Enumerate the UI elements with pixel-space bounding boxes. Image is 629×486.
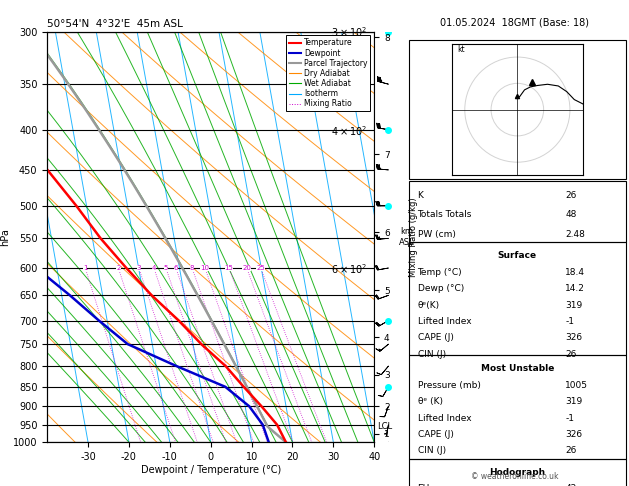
Text: 319: 319 — [565, 300, 582, 310]
Text: 319: 319 — [565, 397, 582, 406]
Text: 10: 10 — [201, 265, 209, 271]
Text: 326: 326 — [565, 430, 582, 439]
Text: 26: 26 — [565, 191, 576, 200]
Text: Hodograph: Hodograph — [489, 468, 545, 477]
Bar — [409, 242, 626, 355]
Text: 1: 1 — [83, 265, 87, 271]
Text: 25: 25 — [257, 265, 265, 271]
Bar — [409, 355, 626, 459]
Text: 20: 20 — [242, 265, 251, 271]
Bar — [409, 459, 626, 486]
Text: EH: EH — [418, 484, 430, 486]
Bar — [409, 40, 626, 179]
Text: 01.05.2024  18GMT (Base: 18): 01.05.2024 18GMT (Base: 18) — [440, 17, 589, 27]
Text: 15: 15 — [225, 265, 233, 271]
X-axis label: Dewpoint / Temperature (°C): Dewpoint / Temperature (°C) — [141, 465, 281, 475]
Text: © weatheronline.co.uk: © weatheronline.co.uk — [470, 472, 559, 481]
Text: Mixing Ratio (g/kg): Mixing Ratio (g/kg) — [409, 197, 418, 277]
Text: K: K — [418, 191, 423, 200]
Bar — [409, 181, 626, 242]
Text: 4: 4 — [152, 265, 156, 271]
Text: 14.2: 14.2 — [565, 284, 585, 293]
Y-axis label: hPa: hPa — [0, 228, 10, 246]
Text: CAPE (J): CAPE (J) — [418, 333, 454, 343]
Text: 3: 3 — [136, 265, 141, 271]
Text: θᵉ (K): θᵉ (K) — [418, 397, 443, 406]
Text: Lifted Index: Lifted Index — [418, 414, 471, 422]
Legend: Temperature, Dewpoint, Parcel Trajectory, Dry Adiabat, Wet Adiabat, Isotherm, Mi: Temperature, Dewpoint, Parcel Trajectory… — [286, 35, 370, 111]
Text: 18.4: 18.4 — [565, 268, 585, 277]
Text: Pressure (mb): Pressure (mb) — [418, 381, 481, 390]
Text: 48: 48 — [565, 210, 576, 219]
Text: Lifted Index: Lifted Index — [418, 317, 471, 326]
Text: PW (cm): PW (cm) — [418, 230, 455, 239]
Text: CAPE (J): CAPE (J) — [418, 430, 454, 439]
Text: CIN (J): CIN (J) — [418, 350, 446, 359]
Text: Totals Totals: Totals Totals — [418, 210, 472, 219]
Text: θᵉ(K): θᵉ(K) — [418, 300, 440, 310]
Text: kt: kt — [457, 45, 465, 54]
Text: -1: -1 — [565, 414, 574, 422]
Text: 2: 2 — [116, 265, 121, 271]
Text: LCL: LCL — [377, 422, 392, 431]
Text: 1005: 1005 — [565, 381, 588, 390]
Text: 8: 8 — [190, 265, 194, 271]
Text: CIN (J): CIN (J) — [418, 446, 446, 455]
Text: Surface: Surface — [498, 251, 537, 260]
Text: 326: 326 — [565, 333, 582, 343]
Y-axis label: km
ASL: km ASL — [399, 227, 415, 246]
Text: Dewp (°C): Dewp (°C) — [418, 284, 464, 293]
Text: Most Unstable: Most Unstable — [481, 364, 554, 373]
Text: 5: 5 — [164, 265, 168, 271]
Text: 42: 42 — [565, 484, 576, 486]
Text: 26: 26 — [565, 350, 576, 359]
Text: 2.48: 2.48 — [565, 230, 585, 239]
Text: 26: 26 — [565, 446, 576, 455]
Text: Temp (°C): Temp (°C) — [418, 268, 462, 277]
Text: 50°54'N  4°32'E  45m ASL: 50°54'N 4°32'E 45m ASL — [47, 19, 183, 30]
Text: 6: 6 — [174, 265, 178, 271]
Text: -1: -1 — [565, 317, 574, 326]
